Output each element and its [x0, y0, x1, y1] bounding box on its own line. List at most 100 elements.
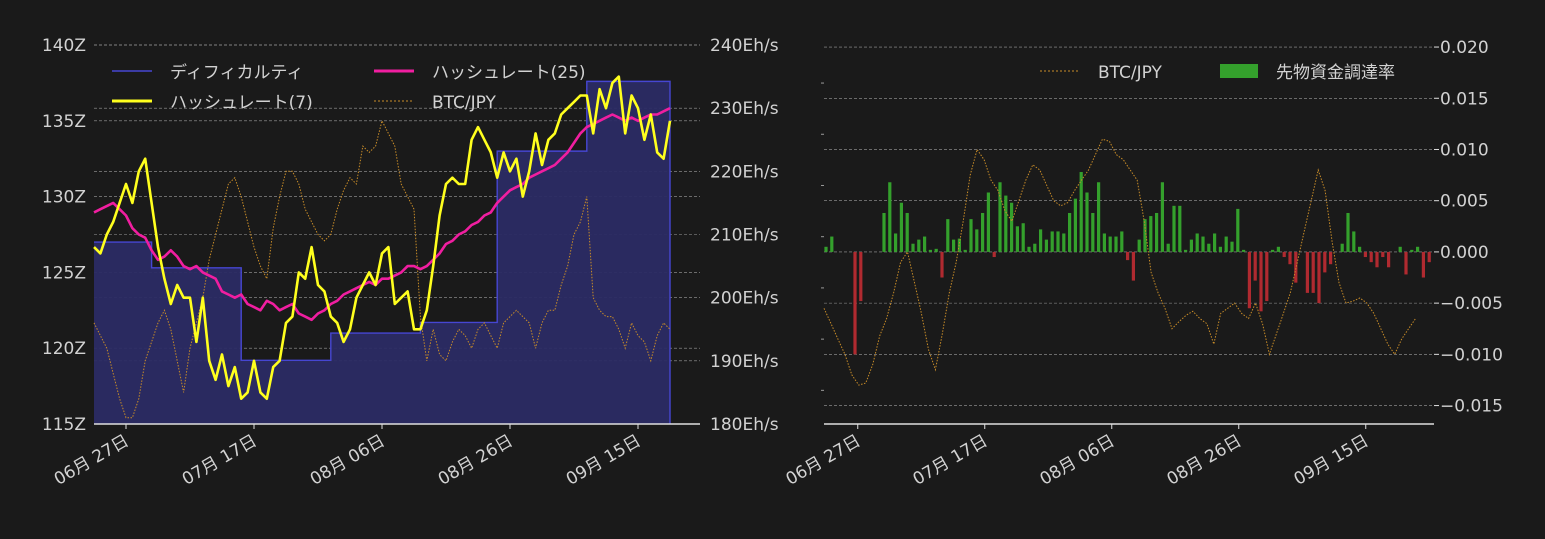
- funding-bar-positive: [1039, 229, 1043, 252]
- difficulty-series: [94, 80, 671, 424]
- y-left-tick-label: 120Z: [42, 339, 86, 359]
- funding-bar-positive: [1033, 243, 1037, 252]
- legend-label-btc-right: BTC/JPY: [1098, 63, 1163, 83]
- legend-label-btc: BTC/JPY: [432, 93, 497, 113]
- difficulty-area: [94, 81, 670, 424]
- funding-bar-positive: [923, 236, 927, 252]
- funding-bar-negative: [859, 251, 863, 302]
- y-right-tick-label: 240Eh/s: [710, 36, 779, 56]
- funding-bar-positive: [1085, 192, 1089, 252]
- funding-bar-negative: [1317, 251, 1321, 304]
- funding-bar-positive: [1068, 212, 1072, 252]
- funding-bar-negative: [1375, 251, 1379, 268]
- left-legend: ディフィカルティ ハッシュレート(25) ハッシュレート(7) BTC/JPY: [112, 62, 586, 113]
- y-left-tick-label: 125Z: [42, 263, 86, 283]
- funding-bar-negative: [1259, 251, 1263, 312]
- funding-bar-positive: [882, 212, 886, 252]
- funding-bar-negative: [1387, 251, 1391, 268]
- funding-bar-positive: [894, 233, 898, 252]
- legend-label-difficulty: ディフィカルティ: [170, 62, 303, 83]
- funding-bar-positive: [1416, 246, 1420, 252]
- funding-bar-positive: [1207, 243, 1211, 252]
- y-left-tick-label: 135Z: [42, 112, 86, 132]
- legend-label-funding: 先物資金調達率: [1276, 63, 1395, 83]
- funding-bar-negative: [1131, 251, 1135, 281]
- x-tick-label: 07月 17日: [910, 431, 992, 490]
- funding-bar-positive: [1189, 239, 1193, 252]
- funding-bar-positive: [1091, 212, 1095, 252]
- funding-bar-positive: [1184, 249, 1188, 252]
- x-tick-label: 09月 15日: [1291, 431, 1373, 490]
- x-tick-label: 07月 17日: [179, 431, 261, 490]
- funding-bar-positive: [1213, 233, 1217, 252]
- funding-bar-positive: [1155, 212, 1159, 252]
- y-right-tick-label: 220Eh/s: [710, 162, 779, 182]
- right-legend: BTC/JPY 先物資金調達率: [1040, 63, 1395, 83]
- funding-bar-positive: [946, 219, 950, 252]
- hashrate-25-line: [93, 107, 671, 322]
- y-tick-label: 0.015: [1440, 89, 1489, 109]
- funding-bar-positive: [1398, 246, 1402, 252]
- y-tick-label: −0.005: [1440, 294, 1503, 314]
- funding-bar-negative: [940, 251, 944, 278]
- funding-bar-negative: [1329, 251, 1333, 265]
- funding-bar-positive: [1276, 246, 1280, 252]
- funding-bar-positive: [986, 192, 990, 252]
- funding-bar-positive: [1178, 205, 1182, 252]
- funding-bar-positive: [1358, 246, 1362, 252]
- btc-jpy-series-right: [823, 138, 1417, 386]
- y-tick-label: 0.010: [1440, 140, 1489, 160]
- funding-bar-positive: [888, 182, 892, 252]
- funding-bar-positive: [899, 202, 903, 252]
- right-tick-labels: −0.015 −0.010 −0.005 0.000 0.005 0.010 0.015 0.…: [783, 38, 1503, 490]
- funding-rate-chart: −0.015 −0.010 −0.005 0.000 0.005 0.010 0.015 0.…: [783, 38, 1503, 490]
- right-axes: [824, 423, 1434, 425]
- funding-bar-positive: [1010, 202, 1014, 252]
- y-tick-label: 0.000: [1440, 243, 1489, 263]
- funding-bar-positive: [1224, 236, 1228, 252]
- y-right-tick-label: 180Eh/s: [710, 415, 779, 435]
- funding-bar-positive: [1410, 249, 1414, 252]
- funding-bar-positive: [963, 249, 967, 252]
- hashrate-difficulty-chart: 115Z 120Z 125Z 130Z 135Z 140Z 180Eh/s 190Eh/s 20…: [42, 36, 779, 490]
- funding-bar-positive: [1044, 239, 1048, 252]
- funding-bar-negative: [1126, 251, 1130, 261]
- funding-bar-positive: [1120, 231, 1124, 252]
- funding-bar-positive: [1015, 226, 1019, 252]
- y-left-tick-label: 130Z: [42, 188, 86, 208]
- funding-bar-positive: [1050, 231, 1054, 252]
- funding-bar-negative: [1282, 251, 1286, 258]
- funding-bar-positive: [1236, 208, 1240, 252]
- funding-bar-positive: [911, 243, 915, 252]
- funding-bar-positive: [1166, 243, 1170, 252]
- funding-bar-positive: [975, 229, 979, 252]
- funding-bar-positive: [1230, 241, 1234, 252]
- funding-bar-negative: [1247, 251, 1251, 309]
- legend-swatch-funding: [1220, 64, 1258, 78]
- funding-bar-negative: [1421, 251, 1425, 278]
- funding-bar-positive: [998, 182, 1002, 252]
- y-left-tick-label: 115Z: [42, 415, 86, 435]
- funding-bar-negative: [1288, 251, 1292, 265]
- hashrate-7-series: [93, 75, 672, 400]
- x-tick-label: 08月 26日: [435, 431, 517, 490]
- funding-bar-negative: [1381, 251, 1385, 258]
- y-left-tick-label: 140Z: [42, 36, 86, 56]
- funding-bar-positive: [1004, 195, 1008, 252]
- funding-bar-negative: [1294, 251, 1298, 283]
- funding-bar-positive: [1108, 236, 1112, 252]
- y-tick-label: 0.020: [1440, 38, 1489, 58]
- funding-bar-positive: [1137, 239, 1141, 252]
- y-tick-label: 0.005: [1440, 192, 1489, 212]
- funding-bar-positive: [917, 239, 921, 252]
- y-right-tick-label: 200Eh/s: [710, 289, 779, 309]
- funding-bar-positive: [830, 236, 834, 252]
- funding-bar-positive: [1073, 198, 1077, 252]
- funding-bar-positive: [1340, 243, 1344, 252]
- x-tick-label: 09月 15日: [563, 431, 645, 490]
- funding-bar-negative: [1305, 251, 1309, 293]
- funding-bar-negative: [1323, 251, 1327, 273]
- x-tick-label: 08月 06日: [307, 431, 389, 490]
- funding-bar-positive: [1021, 223, 1025, 252]
- funding-bar-positive: [1102, 233, 1106, 252]
